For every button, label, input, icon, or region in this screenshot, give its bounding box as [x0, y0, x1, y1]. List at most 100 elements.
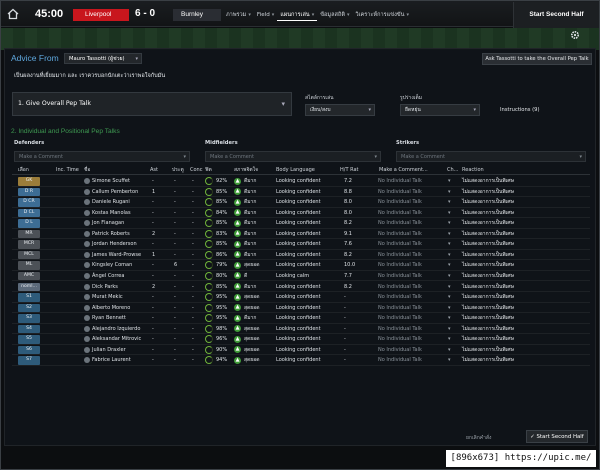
table-row[interactable]: D R Callum Pemberton 1 - - 85% ▲ ดีมาก Looking c…: [12, 187, 590, 198]
table-row[interactable]: D CR Daniele Rugani - - - 85% ▲ ดีมาก Looking co…: [12, 197, 590, 208]
player-name[interactable]: Alejandro Izquierdo: [92, 325, 141, 332]
player-comment-select[interactable]: No Individual Talk: [378, 304, 422, 311]
position-badge[interactable]: noml...: [18, 282, 40, 291]
position-badge[interactable]: S3: [18, 314, 40, 323]
table-row[interactable]: D L Jon Flanagan - - - 85% ▲ ดีมาก Looking confi…: [12, 218, 590, 229]
table-row[interactable]: MCL James Ward-Prowse 1 - - 86% ▲ ดีมาก Looking …: [12, 250, 590, 261]
tone-select[interactable]: เงียบ/สงบ ▾: [305, 104, 375, 116]
player-name[interactable]: Ryan Bennett: [92, 315, 126, 322]
player-name[interactable]: Jordan Henderson: [92, 241, 137, 248]
col-change[interactable]: Ch...: [447, 167, 459, 173]
chevron-down-icon[interactable]: ▾: [448, 283, 451, 290]
gesture-select[interactable]: ยืดหยุ่น ▾: [400, 104, 480, 116]
player-name[interactable]: Dick Parks: [92, 283, 118, 290]
menu-overview[interactable]: ภาพรวม ▾: [226, 12, 251, 18]
player-comment-select[interactable]: No Individual Talk: [378, 188, 422, 195]
position-badge[interactable]: ML: [18, 261, 40, 270]
player-comment-select[interactable]: No Individual Talk: [378, 283, 422, 290]
position-badge[interactable]: AMC: [18, 271, 40, 281]
gear-icon[interactable]: [570, 30, 580, 40]
player-comment-select[interactable]: No Individual Talk: [378, 325, 422, 332]
menu-analysis[interactable]: วิเคราะห์การแข่งขัน ▾: [355, 12, 409, 18]
position-badge[interactable]: MCR: [18, 240, 40, 249]
player-name[interactable]: Callum Pemberton: [92, 188, 139, 195]
col-select[interactable]: เลือก: [18, 167, 29, 173]
player-name[interactable]: Ángel Correa: [92, 272, 125, 279]
chevron-down-icon[interactable]: ▾: [448, 251, 451, 258]
table-row[interactable]: S5 Aleksandar Mitrovic - - - 96% ▲ สุดยอด Lookin…: [12, 334, 590, 345]
player-comment-select[interactable]: No Individual Talk: [378, 346, 422, 353]
col-assists[interactable]: Ast: [150, 167, 158, 173]
player-comment-select[interactable]: No Individual Talk: [378, 357, 422, 364]
chevron-down-icon[interactable]: ▾: [448, 209, 451, 216]
col-morale[interactable]: สภาพจิตใจ: [234, 167, 258, 173]
player-name[interactable]: Aleksandar Mitrovic: [92, 336, 142, 343]
player-comment-select[interactable]: No Individual Talk: [378, 336, 422, 343]
instructions-link[interactable]: Instructions (9): [500, 107, 540, 113]
position-badge[interactable]: S5: [18, 335, 40, 344]
menu-stats[interactable]: ข้อมูลสถิติ ▾: [320, 12, 350, 18]
defenders-comment-select[interactable]: Make a Comment ▾: [14, 151, 190, 162]
player-name[interactable]: Jon Flanagan: [92, 220, 125, 227]
col-condition[interactable]: ฟิต: [205, 167, 212, 173]
player-comment-select[interactable]: No Individual Talk: [378, 294, 422, 301]
player-comment-select[interactable]: No Individual Talk: [378, 262, 422, 269]
player-comment-select[interactable]: No Individual Talk: [378, 199, 422, 206]
strikers-comment-select[interactable]: Make a Comment ▾: [396, 151, 586, 162]
chevron-down-icon[interactable]: ▾: [448, 272, 451, 279]
player-comment-select[interactable]: No Individual Talk: [378, 315, 422, 322]
chevron-down-icon[interactable]: ▾: [448, 241, 451, 248]
position-badge[interactable]: D L: [18, 219, 40, 228]
start-second-half-button[interactable]: ✓ Start Second Half: [526, 430, 588, 443]
chevron-down-icon[interactable]: ▾: [448, 262, 451, 269]
col-name[interactable]: ชื่อ: [84, 167, 91, 173]
ask-assistant-button[interactable]: Ask Tassotti to take the Overall Pep Tal…: [482, 53, 592, 65]
player-comment-select[interactable]: No Individual Talk: [378, 241, 422, 248]
col-ht-rating[interactable]: H/T Rat: [340, 167, 359, 173]
col-reaction[interactable]: Reaction: [462, 167, 484, 173]
player-name[interactable]: Fabrice Laurent: [92, 357, 131, 364]
table-row[interactable]: MR Patrick Roberts 2 - - 83% ▲ ดีมาก Looking con…: [12, 229, 590, 240]
player-name[interactable]: Julian Draxler: [92, 346, 126, 353]
player-name[interactable]: Kostas Manolas: [92, 209, 131, 216]
table-row[interactable]: D CL Kostas Manolas - - - 84% ▲ ดีมาก Looking co…: [12, 208, 590, 219]
player-name[interactable]: Daniele Rugani: [92, 199, 130, 206]
col-comment[interactable]: Make a Comment...: [379, 167, 428, 173]
position-badge[interactable]: MR: [18, 229, 40, 239]
col-conceded[interactable]: Conc: [190, 167, 203, 173]
position-badge[interactable]: S2: [18, 303, 40, 313]
overall-pep-talk-select[interactable]: 1. Give Overall Pep Talk ▾: [12, 92, 292, 116]
col-inc-time[interactable]: Inc. Time: [56, 167, 79, 173]
table-row[interactable]: noml... Dick Parks 2 - - 85% ▲ ดีมาก Looking con…: [12, 282, 590, 292]
table-row[interactable]: AMC Ángel Correa - - - 80% ▲ ดี Looking calm 7.7 N…: [12, 271, 590, 282]
chevron-down-icon[interactable]: ▾: [448, 220, 451, 227]
col-goals[interactable]: ประตู: [172, 167, 184, 173]
position-badge[interactable]: D CR: [18, 198, 40, 207]
position-badge[interactable]: S7: [18, 356, 40, 365]
position-badge[interactable]: GK: [18, 177, 40, 186]
player-comment-select[interactable]: No Individual Talk: [378, 209, 422, 216]
position-badge[interactable]: D R: [18, 187, 40, 197]
table-row[interactable]: S3 Ryan Bennett - - - 95% ▲ ดีมาก Looking confid…: [12, 313, 590, 324]
table-row[interactable]: GK Simone Scuffet - - - 92% ▲ ดีมาก Looking conf…: [12, 176, 590, 187]
position-badge[interactable]: S4: [18, 324, 40, 334]
player-comment-select[interactable]: No Individual Talk: [378, 272, 422, 279]
chevron-down-icon[interactable]: ▾: [448, 346, 451, 353]
chevron-down-icon[interactable]: ▾: [448, 357, 451, 364]
chevron-down-icon[interactable]: ▾: [448, 336, 451, 343]
chevron-down-icon[interactable]: ▾: [448, 294, 451, 301]
cancel-instructions-button[interactable]: ยกเลิกคำสั่ง: [466, 435, 492, 441]
home-icon[interactable]: [7, 8, 19, 20]
player-comment-select[interactable]: No Individual Talk: [378, 251, 422, 258]
table-row[interactable]: S7 Fabrice Laurent - - - 94% ▲ สุดยอด Looking co…: [12, 355, 590, 366]
chevron-down-icon[interactable]: ▾: [448, 199, 451, 206]
player-comment-select[interactable]: No Individual Talk: [378, 220, 422, 227]
table-row[interactable]: S1 Murat Mekic - - - 95% ▲ สุดยอด Looking confid…: [12, 292, 590, 303]
player-name[interactable]: Patrick Roberts: [92, 230, 130, 237]
advice-coach-select[interactable]: Mauro Tassotti (ผู้ช่วย) ▾: [64, 53, 142, 64]
table-row[interactable]: MCR Jordan Henderson - - - 85% ▲ ดีมาก Looking c…: [12, 239, 590, 250]
midfielders-comment-select[interactable]: Make a Comment ▾: [205, 151, 381, 162]
chevron-down-icon[interactable]: ▾: [448, 325, 451, 332]
chevron-down-icon[interactable]: ▾: [448, 304, 451, 311]
player-name[interactable]: Kingsley Coman: [92, 262, 133, 269]
